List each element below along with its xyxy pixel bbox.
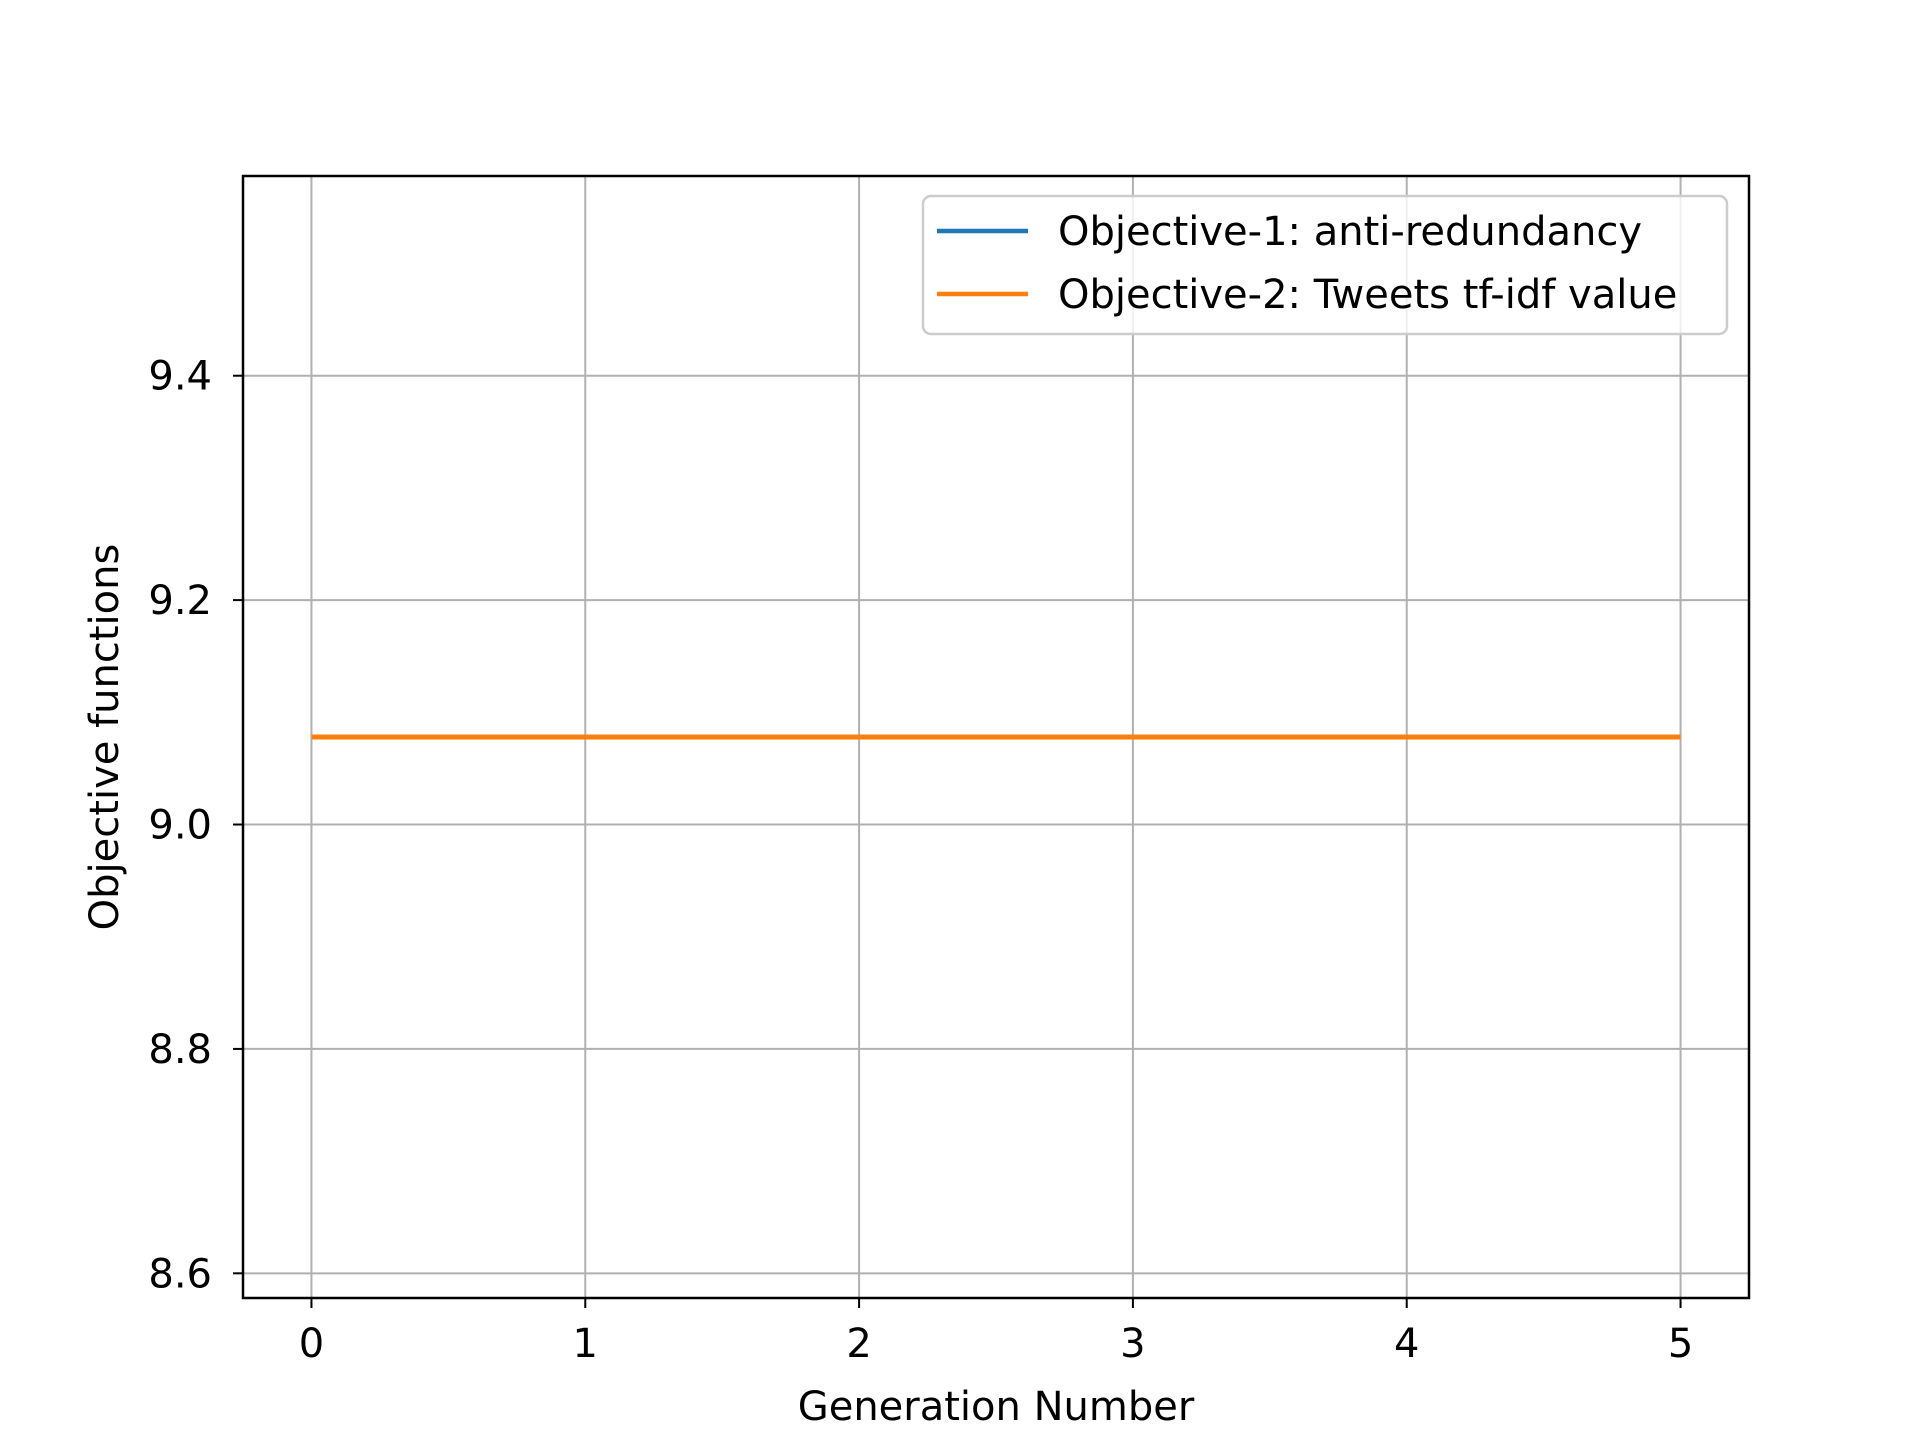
x-tick-label: 5 — [1668, 1321, 1693, 1367]
grid — [243, 176, 1749, 1298]
y-tick-label: 8.8 — [148, 1027, 212, 1073]
axis-ticks: 0 1 2 3 4 5 8.6 8.8 9.0 9.2 9.4 — [148, 354, 1693, 1367]
y-tick-label: 8.6 — [148, 1251, 212, 1297]
x-tick-label: 0 — [299, 1321, 324, 1367]
y-tick-label: 9.2 — [148, 578, 212, 624]
legend-box — [921, 194, 1729, 336]
legend-label-objective-2: Objective-2: Tweets tf-idf value — [1058, 272, 1677, 318]
x-tick-label: 1 — [573, 1321, 598, 1367]
x-tick-label: 3 — [1120, 1321, 1145, 1367]
plot-frame — [241, 174, 1751, 1300]
y-tick-label: 9.4 — [148, 354, 212, 400]
x-axis-title: Generation Number — [798, 1384, 1195, 1430]
x-tick-label: 4 — [1394, 1321, 1419, 1367]
legend: Objective-1: anti-redundancy Objective-2… — [921, 194, 1729, 336]
x-tick-label: 2 — [846, 1321, 871, 1367]
legend-label-objective-1: Objective-1: anti-redundancy — [1058, 209, 1642, 255]
y-axis-title: Objective functions — [82, 544, 128, 931]
y-tick-label: 9.0 — [148, 803, 212, 849]
